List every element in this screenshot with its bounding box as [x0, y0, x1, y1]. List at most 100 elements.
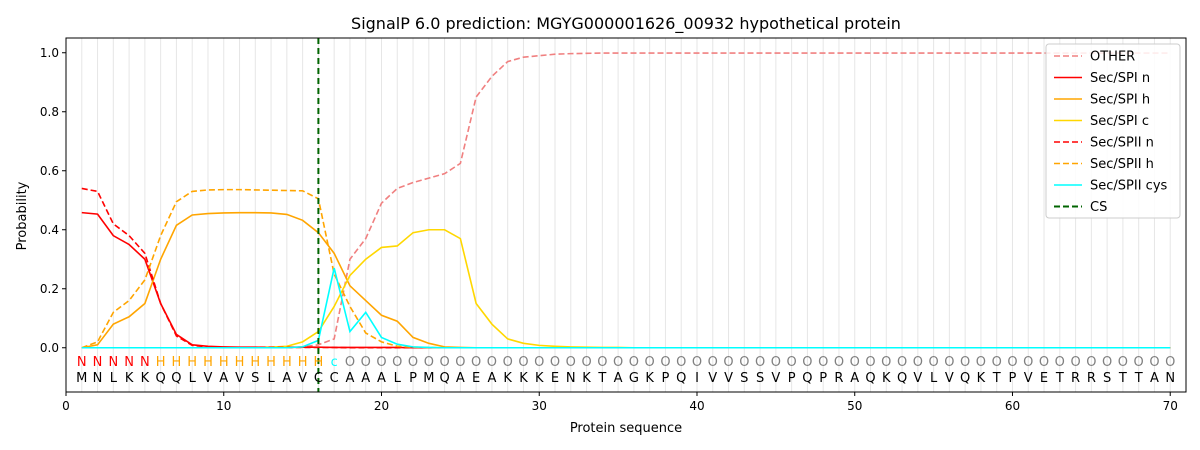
region-label: O [376, 355, 386, 370]
region-label: O [676, 355, 686, 370]
y-tick-label: 0.0 [40, 341, 59, 355]
residue-label: L [394, 371, 402, 386]
region-label: N [124, 355, 134, 370]
residue-label: P [1009, 371, 1017, 386]
series-sec-spi-n [81, 211, 1171, 349]
residue-label: E [551, 371, 559, 386]
x-axis-label: Protein sequence [570, 421, 682, 436]
y-tick-label: 0.8 [40, 105, 59, 119]
region-label: O [944, 355, 954, 370]
residue-label: E [1040, 371, 1048, 386]
region-label: O [518, 355, 528, 370]
region-label: O [992, 355, 1002, 370]
region-label: O [1118, 355, 1128, 370]
residue-label: Q [439, 371, 449, 386]
residue-label: Q [171, 371, 181, 386]
grid-lines [81, 38, 1171, 392]
residue-label: K [519, 371, 528, 386]
region-label: O [708, 355, 718, 370]
residue-label: V [945, 371, 954, 386]
legend-label: Sec/SPI n [1090, 71, 1150, 86]
residue-label: R [1071, 371, 1080, 386]
residue-label: P [819, 371, 827, 386]
residue-label: K [882, 371, 891, 386]
residue-label: G [629, 371, 639, 386]
region-label: O [1149, 355, 1159, 370]
region-label: H [187, 355, 197, 370]
region-label: O [345, 355, 355, 370]
region-label: O [1134, 355, 1144, 370]
region-label: O [361, 355, 371, 370]
residue-label: S [756, 371, 764, 386]
region-label: O [455, 355, 465, 370]
residue-label: T [992, 371, 1001, 386]
legend: OTHER Sec/SPI n Sec/SPI h Sec/SPI c Sec/SPII… [1045, 43, 1181, 219]
region-label: O [1023, 355, 1033, 370]
residue-label: Q [897, 371, 907, 386]
plot-frame [65, 37, 1187, 393]
region-label: H [235, 355, 245, 370]
x-tick-label: 10 [216, 399, 231, 413]
legend-label: Sec/SPII n [1090, 136, 1154, 151]
series-sec-spi-h [81, 211, 1171, 349]
region-label: O [1086, 355, 1096, 370]
legend-label: CS [1090, 200, 1107, 215]
region-label: O [660, 355, 670, 370]
residue-label: M [76, 371, 87, 386]
series-other [81, 52, 1171, 349]
residue-label: T [1118, 371, 1127, 386]
x-tick-label: 20 [374, 399, 389, 413]
residue-label: M [423, 371, 434, 386]
region-label: N [108, 355, 118, 370]
residue-label: K [582, 371, 591, 386]
residue-label: P [788, 371, 796, 386]
residue-label: T [1134, 371, 1143, 386]
residue-label: K [645, 371, 654, 386]
x-tick-label: 30 [532, 399, 547, 413]
region-label: O [771, 355, 781, 370]
legend-label: Sec/SPI c [1090, 114, 1149, 129]
legend-label: Sec/SPI h [1090, 93, 1150, 108]
y-axis-ticks: 0.0 0.2 0.4 0.6 0.8 1.0 [40, 46, 66, 355]
region-label: O [487, 355, 497, 370]
region-label: O [424, 355, 434, 370]
residue-label: K [503, 371, 512, 386]
region-label: H [298, 355, 308, 370]
region-label: O [503, 355, 513, 370]
residue-label: A [219, 371, 228, 386]
residue-label: N [93, 371, 103, 386]
region-label: O [723, 355, 733, 370]
region-label: O [913, 355, 923, 370]
region-label: O [787, 355, 797, 370]
region-label: H [219, 355, 229, 370]
residue-label: A [377, 371, 386, 386]
residue-label: V [771, 371, 780, 386]
x-tick-label: 0 [62, 399, 70, 413]
region-label: O [802, 355, 812, 370]
region-label: H [266, 355, 276, 370]
residue-label: A [282, 371, 291, 386]
region-label: O [629, 355, 639, 370]
y-tick-label: 1.0 [40, 46, 59, 60]
region-label: N [77, 355, 87, 370]
region-label: O [645, 355, 655, 370]
region-label: O [1039, 355, 1049, 370]
residue-label: L [267, 371, 275, 386]
region-label: H [250, 355, 260, 370]
region-label: H [156, 355, 166, 370]
region-label: c [331, 355, 338, 370]
region-label: O [550, 355, 560, 370]
residue-label: C [314, 371, 323, 386]
residue-label: K [977, 371, 986, 386]
residue-label: K [141, 371, 150, 386]
legend-label: Sec/SPII cys [1090, 179, 1168, 194]
region-label: O [850, 355, 860, 370]
x-tick-label: 60 [1005, 399, 1020, 413]
residue-label: V [204, 371, 213, 386]
region-label: O [566, 355, 576, 370]
region-label: O [534, 355, 544, 370]
residue-label: A [850, 371, 859, 386]
region-label: O [692, 355, 702, 370]
region-label: O [581, 355, 591, 370]
